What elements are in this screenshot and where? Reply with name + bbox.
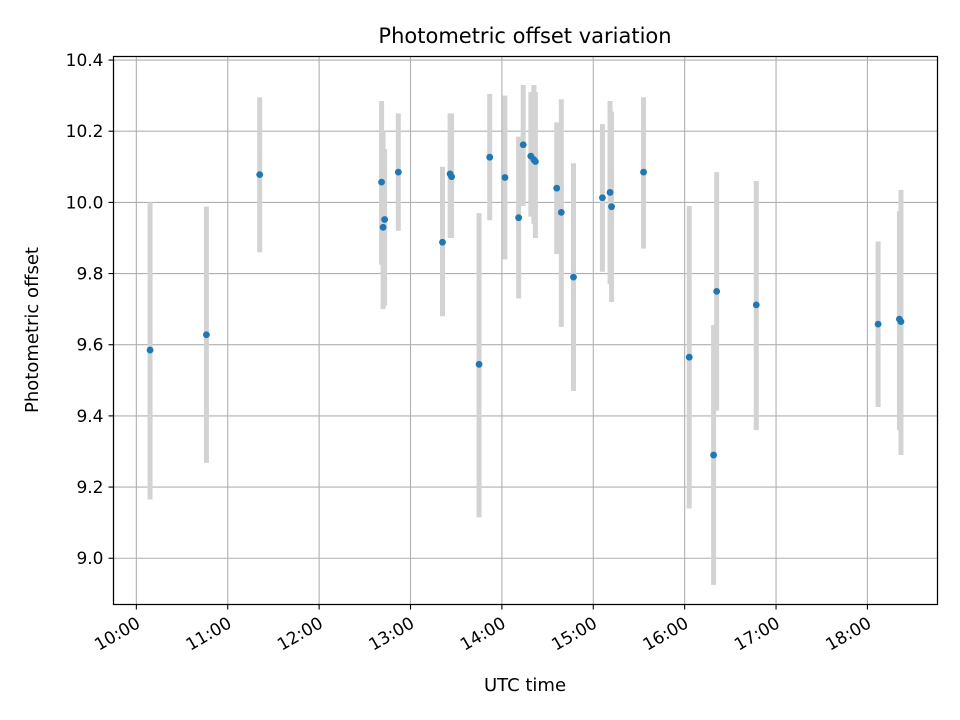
y-tick-label: 9.0 [76, 549, 103, 569]
data-point [685, 353, 693, 361]
data-point [599, 194, 606, 202]
data-point [519, 141, 527, 149]
chart-title: Photometric offset variation [378, 24, 671, 48]
data-point [379, 223, 387, 231]
data-point [475, 360, 483, 368]
y-tick-label: 10.2 [66, 122, 104, 142]
data-point [557, 208, 565, 216]
data-points [146, 141, 905, 459]
y-tick-label: 9.2 [76, 478, 103, 498]
data-point [752, 301, 760, 309]
y-axis-title: Photometric offset [22, 247, 43, 413]
data-point [439, 238, 446, 246]
data-point [394, 168, 402, 176]
data-point [203, 331, 210, 339]
data-point [515, 214, 523, 222]
grid [113, 56, 938, 605]
data-point [570, 273, 577, 281]
y-tick-label: 9.6 [76, 336, 103, 356]
data-point [608, 203, 615, 211]
data-point [256, 171, 264, 179]
data-point [146, 346, 154, 354]
data-point [606, 189, 614, 196]
data-point [710, 451, 718, 459]
data-point [378, 178, 385, 186]
data-point [713, 287, 721, 295]
data-point [448, 173, 456, 181]
y-axis-ticks: 9.0 9.2 9.4 9.6 9.8 10.0 10.2 10.4 [66, 51, 114, 569]
data-point [897, 318, 905, 326]
y-tick-label: 9.4 [76, 407, 103, 427]
data-point [874, 320, 882, 328]
y-tick-label: 9.8 [76, 265, 103, 285]
data-point [532, 158, 539, 165]
data-point [381, 216, 389, 223]
data-point [553, 184, 561, 192]
data-point [640, 168, 647, 176]
y-tick-label: 10.4 [66, 51, 104, 71]
plot-frame [112, 55, 939, 606]
data-point [486, 153, 494, 161]
y-tick-label: 10.0 [66, 193, 104, 213]
data-point [501, 174, 509, 181]
x-axis-title: UTC time [484, 675, 566, 696]
